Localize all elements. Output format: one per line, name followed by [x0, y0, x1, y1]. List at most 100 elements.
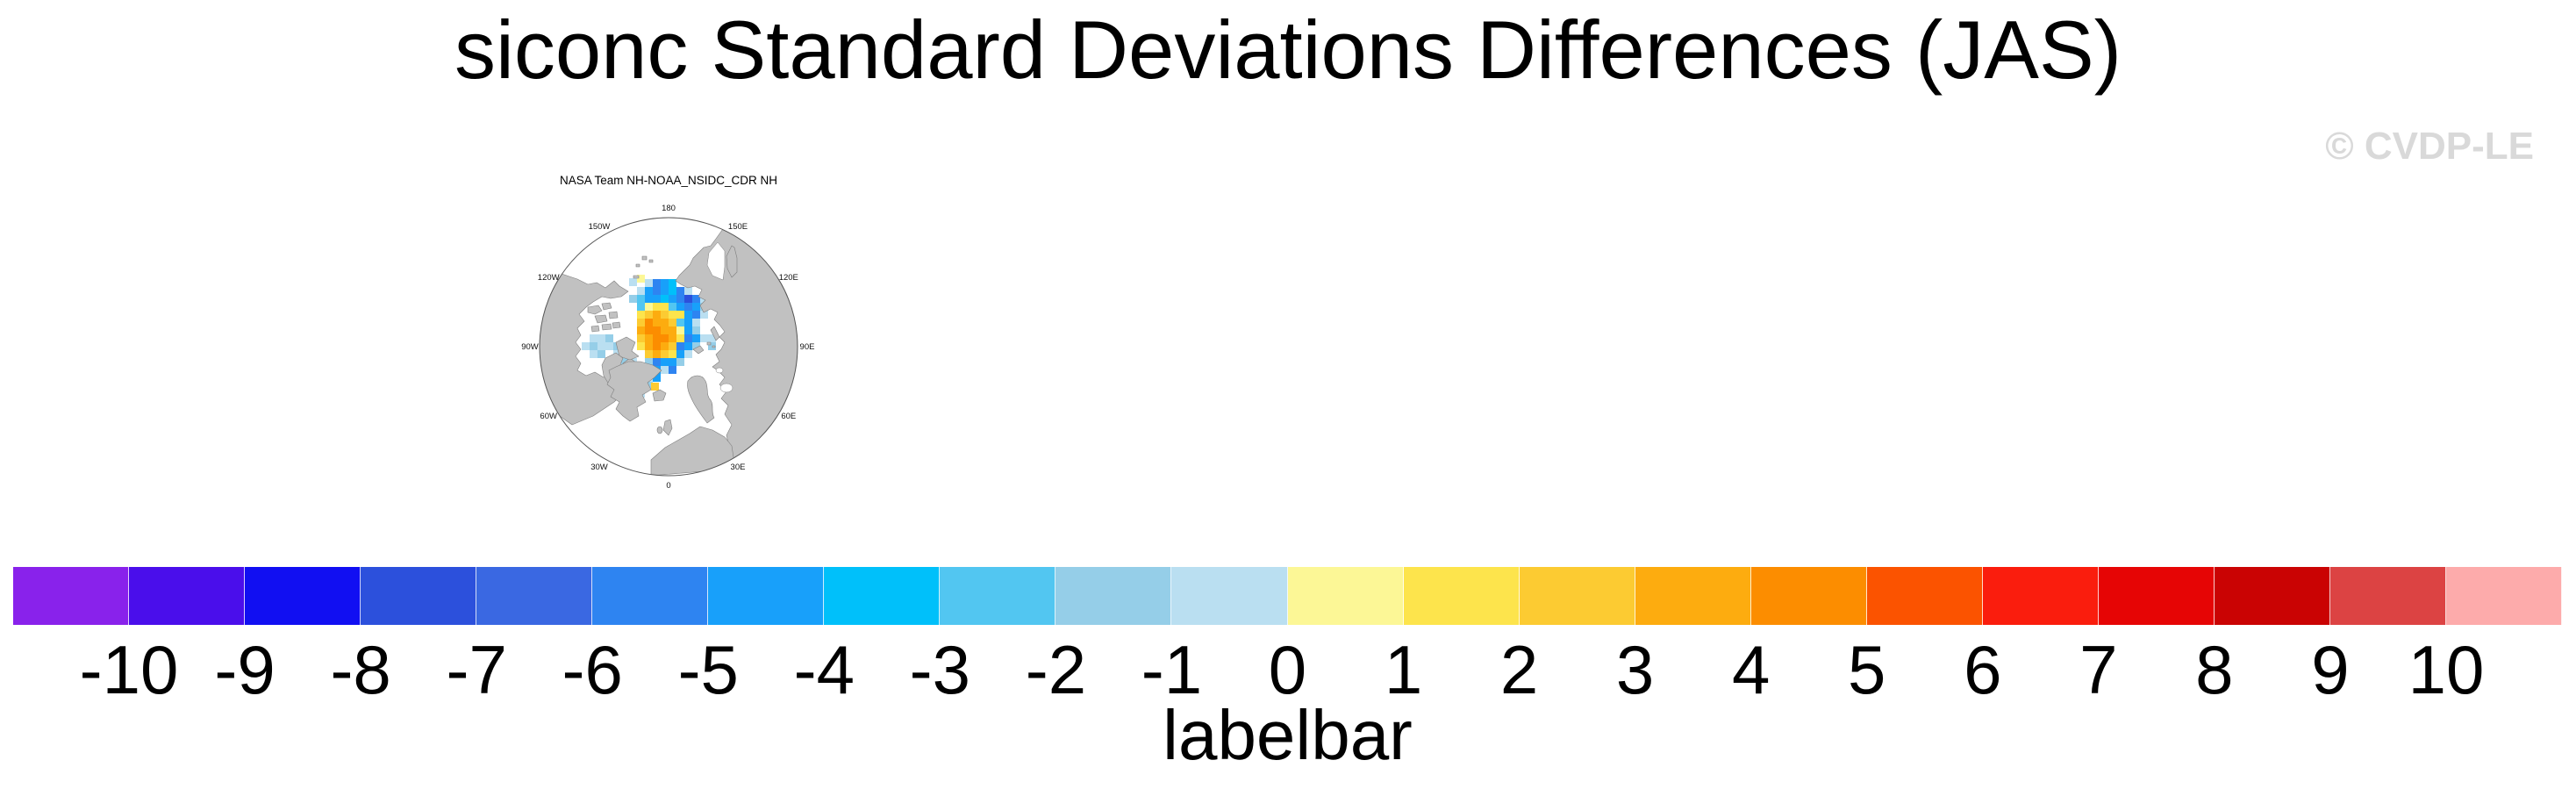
longitude-label: 30W [590, 463, 608, 472]
colorbar-tick-label: -2 [1025, 631, 1087, 708]
land-caa-island-5 [601, 323, 612, 331]
map-data-cell [669, 319, 676, 326]
colorbar-segment [1519, 567, 1635, 625]
colorbar-tick-label: 6 [1964, 631, 2002, 708]
page-title: siconc Standard Deviations Differences (… [454, 4, 2122, 96]
colorbar-tick-label: -3 [909, 631, 971, 708]
map-data-cell [653, 319, 661, 326]
colorbar-tick-label: -5 [677, 631, 739, 708]
colorbar-segment [2214, 567, 2330, 625]
map-data-cell [597, 334, 605, 342]
land-new-siberian-islands [635, 263, 640, 268]
map-data-cell [637, 334, 645, 342]
map-data-cell [692, 311, 700, 319]
map-data-cell [684, 287, 692, 295]
colorbar-segment [361, 567, 477, 625]
map-data-cell [637, 342, 645, 350]
colorbar-tick-label: 0 [1268, 631, 1307, 708]
map-data-cell [676, 358, 684, 366]
map-data-cell [676, 287, 684, 295]
map-data-cell [653, 350, 661, 358]
map-data-cell [637, 275, 645, 283]
colorbar-tick-label: -6 [562, 631, 623, 708]
colorbar-tick-label: 5 [1848, 631, 1886, 708]
map-data-cell [629, 278, 637, 286]
map-data-cell [653, 303, 661, 311]
longitude-label: 120W [538, 273, 560, 283]
colorbar-tick-label: -7 [446, 631, 507, 708]
map-data-cell [692, 295, 700, 303]
map-data-cell [605, 342, 613, 350]
map-data-cell [676, 295, 684, 303]
map-data-cell [653, 287, 661, 295]
land-britain [662, 419, 673, 436]
colorbar-tick-label: 4 [1731, 631, 1771, 708]
map-data-cell [684, 295, 692, 303]
map-data-cell [661, 287, 669, 295]
map-data-cell [692, 334, 700, 342]
map-boundary-circle [539, 217, 798, 477]
map-data-cell [676, 319, 684, 326]
map-data-cell [653, 342, 661, 350]
map-data-cell [645, 303, 653, 311]
map-data-cell [669, 342, 676, 350]
land-greenland [606, 361, 662, 422]
map-data-cell [684, 334, 692, 342]
map-data-cell [645, 295, 653, 303]
map-data-cell [653, 279, 661, 287]
colorbar-segment [824, 567, 941, 625]
land-kamchatka [726, 245, 738, 278]
map-data-cell [637, 319, 645, 326]
map-data-cell [676, 342, 684, 350]
colorbar [13, 567, 2563, 625]
colorbar-segment [129, 567, 246, 625]
colorbar-segment [708, 567, 825, 625]
map-data-cell [684, 319, 692, 326]
colorbar-segment [1635, 567, 1751, 625]
map-data-cell [669, 358, 676, 366]
colorbar-segment [940, 567, 1056, 625]
map-data-cell [669, 334, 676, 342]
map-data-cell [661, 319, 669, 326]
map-data-cell [637, 287, 645, 295]
colorbar-tick-label: 2 [1499, 631, 1539, 708]
map-data-cell [590, 334, 597, 342]
map-data-cell [676, 326, 684, 334]
colorbar-ticks: -10 -9 -8 -7 -6 -5 -4 -3 -2 -1 0 1 2 3 4 5 6 7 8 9 10 [0, 635, 2576, 706]
map-data-cell [645, 342, 653, 350]
longitude-label: 90E [800, 342, 815, 352]
map-data-cell [605, 334, 613, 342]
longitude-label: 120E [779, 273, 798, 283]
land-ireland [656, 426, 663, 434]
map-data-cell [684, 342, 692, 350]
map-data-cell [645, 358, 653, 366]
colorbar-segment [2445, 567, 2563, 625]
map-data-cell [653, 311, 661, 319]
map-data-cell [597, 342, 605, 350]
map-data-cell [645, 326, 653, 334]
map-data-cell [661, 342, 669, 350]
map-data-cell [661, 311, 669, 319]
map-data-cell [645, 319, 653, 326]
map-data-cell [661, 303, 669, 311]
colorbar-label: labelbar [1163, 696, 1413, 774]
gulf-inlet [715, 367, 724, 374]
land-caa-island-4 [608, 311, 619, 319]
map-data-cell [669, 287, 676, 295]
map-data-cell [661, 295, 669, 303]
map-data-cell [684, 326, 692, 334]
map-data-cell [645, 279, 653, 287]
map-data-cell [676, 334, 684, 342]
colorbar-tick-label: 7 [2079, 631, 2118, 708]
land-iceland [652, 389, 667, 402]
cvdp-watermark: © CVDP-LE [2325, 125, 2534, 168]
colorbar-tick-label: -1 [1141, 631, 1203, 708]
colorbar-tick-label: 8 [2195, 631, 2234, 708]
map-data-cell [669, 366, 676, 374]
map-data-cell [669, 279, 676, 287]
map-data-cell [661, 350, 669, 358]
map-data-cell [708, 334, 716, 342]
colorbar-segment [476, 567, 593, 625]
map-data-cell [708, 342, 716, 350]
